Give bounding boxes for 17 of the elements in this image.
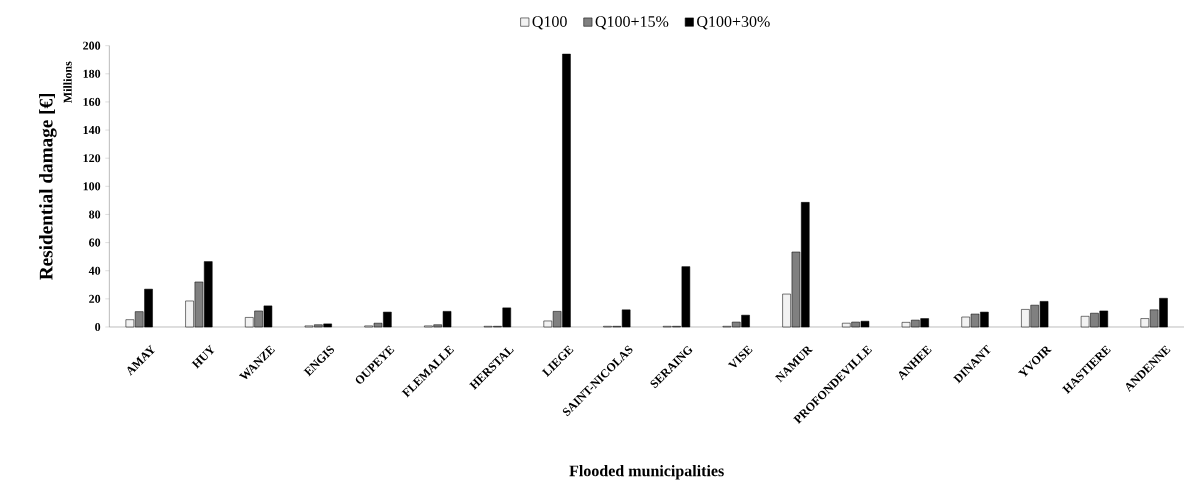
y-tick-label: 80: [89, 210, 101, 219]
y-tick-label: 120: [83, 154, 101, 163]
legend-label: Q100: [532, 16, 567, 30]
y-tick-label: 20: [89, 294, 101, 303]
y-tick-label: 60: [89, 238, 101, 247]
y-tick-label: 100: [83, 182, 101, 191]
legend-label: Q100+15%: [595, 16, 669, 30]
y-tick-label: 0: [95, 322, 101, 332]
legend-label: Q100+30%: [697, 16, 770, 30]
y-tick-label: 160: [83, 97, 101, 106]
y-tick-label: 140: [83, 126, 101, 135]
y-tick-label: 200: [83, 41, 101, 50]
y-tick-label: 40: [88, 266, 101, 275]
text: Millions: [63, 61, 72, 104]
y-axis-title: Residential damage [€]: [39, 93, 57, 280]
y-tick-label: 180: [83, 69, 101, 78]
x-axis-title: Flooded municipalities: [569, 465, 724, 480]
